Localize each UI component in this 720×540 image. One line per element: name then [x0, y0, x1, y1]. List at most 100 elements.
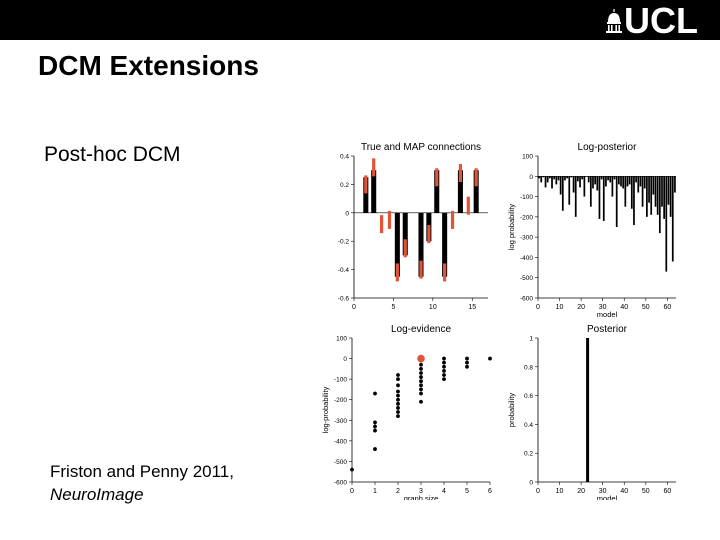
map-estimate-bar	[450, 210, 455, 229]
true-connection-bar	[418, 212, 424, 277]
log-evidence-point	[373, 447, 377, 451]
true-connection-bar	[363, 177, 369, 213]
log-posterior-bar	[596, 176, 599, 191]
log-posterior-bar	[570, 176, 573, 178]
log-evidence-point	[465, 364, 469, 369]
log-evidence-point	[442, 377, 446, 382]
logo-text: UCL	[624, 0, 698, 41]
posterior-title: Posterior	[587, 324, 628, 335]
log-posterior-title: Log-posterior	[578, 142, 638, 153]
map-estimate-bar	[419, 260, 423, 279]
log-posterior-y-tick-label: -500	[520, 275, 533, 282]
posterior-y-tick-label: 0.6	[524, 393, 533, 400]
log-evidence-point	[373, 424, 377, 429]
log-posterior-bar	[602, 176, 605, 221]
log-posterior-y-tick-label: -600	[520, 296, 533, 303]
log-posterior-bar	[546, 176, 549, 183]
true-connection-bar	[402, 212, 408, 256]
connections-y-tick-label: 0.2	[340, 182, 349, 189]
log-evidence-point	[442, 373, 446, 377]
log-evidence-point	[396, 414, 400, 419]
log-evidence-point	[442, 360, 446, 365]
log-posterior-bar	[667, 176, 670, 205]
log-posterior-bar	[613, 176, 616, 180]
map-estimate-bar	[364, 175, 368, 194]
log-posterior-bar	[628, 176, 631, 185]
citation: Friston and Penny 2011, NeuroImage	[50, 460, 234, 506]
log-evidence-point	[465, 360, 469, 365]
posterior-y-tick-label: 0	[529, 480, 533, 487]
log-posterior-bar	[561, 176, 564, 211]
posterior-x-tick-label: 60	[663, 488, 671, 495]
log-evidence-point	[419, 375, 423, 379]
slide-subtitle: Post-hoc DCM	[44, 143, 181, 166]
log-posterior-x-tick-label: 40	[620, 304, 628, 311]
map-estimate-bar	[387, 210, 392, 229]
log-posterior-bar	[600, 176, 603, 180]
log-posterior-bar	[650, 176, 653, 215]
posterior-y-tick-label: 1	[529, 336, 533, 343]
map-estimate-bar	[403, 239, 407, 258]
log-posterior-bar	[624, 176, 627, 207]
connections-y-tick-label: -0.4	[338, 267, 350, 274]
log-posterior-x-tick-label: 50	[642, 304, 650, 311]
log-posterior-y-tick-label: -100	[520, 194, 533, 201]
log-posterior-bar	[538, 176, 540, 179]
log-evidence-point	[396, 373, 400, 377]
log-posterior-bar	[587, 176, 590, 183]
log-evidence-x-label: graph size	[404, 494, 439, 500]
log-posterior-y-tick-label: 0	[529, 174, 533, 181]
connections-x-tick-label: 15	[468, 304, 476, 311]
log-evidence-point	[396, 410, 400, 414]
log-posterior-bar	[589, 176, 592, 207]
log-posterior-bar	[656, 176, 659, 215]
citation-authors: Friston and Penny 2011,	[50, 462, 234, 481]
log-posterior-bar	[564, 176, 566, 181]
log-evidence-point	[396, 397, 400, 402]
log-evidence-title: Log-evidence	[391, 324, 451, 335]
log-evidence-point	[373, 420, 377, 425]
log-evidence-y-label: log-probability	[321, 386, 330, 433]
portico-dome-icon	[606, 9, 622, 33]
posterior-x-label: model	[597, 494, 618, 500]
citation-journal: NeuroImage	[50, 485, 144, 504]
map-estimate-bar	[435, 168, 439, 187]
log-posterior-bar	[622, 176, 625, 189]
log-evidence-x-tick-label: 1	[373, 488, 377, 495]
log-posterior-bar	[607, 176, 609, 181]
log-posterior-bar	[553, 176, 556, 180]
log-posterior-bar	[652, 176, 655, 195]
log-posterior-bar	[641, 176, 644, 207]
slide-title: DCM Extensions	[38, 50, 259, 81]
posterior-x-tick-label: 40	[620, 488, 628, 495]
log-evidence-point	[419, 399, 423, 404]
connections-y-tick-label: 0	[345, 210, 349, 217]
log-evidence-point	[419, 371, 423, 375]
log-evidence-y-tick-label: -400	[334, 438, 347, 445]
log-posterior-bar	[579, 176, 581, 188]
log-evidence-point	[442, 364, 446, 369]
log-evidence-highlight-point	[417, 354, 425, 363]
log-posterior-bar	[643, 176, 646, 189]
posterior-x-tick-label: 0	[536, 488, 540, 495]
log-evidence-x-tick-label: 0	[350, 488, 354, 495]
log-posterior-x-tick-label: 0	[536, 304, 540, 311]
top-banner: UCL	[0, 0, 720, 40]
log-posterior-bar	[544, 176, 547, 188]
log-evidence-point	[373, 428, 377, 433]
log-evidence-point	[396, 401, 400, 406]
log-posterior-y-tick-label: -300	[520, 235, 533, 242]
map-estimate-bar	[474, 168, 478, 187]
connections-y-tick-label: -0.2	[338, 239, 350, 246]
log-evidence-point	[419, 362, 423, 367]
log-posterior-y-tick-label: -400	[520, 255, 533, 262]
log-evidence-point	[396, 406, 400, 410]
log-posterior-bar	[669, 176, 672, 217]
log-posterior-bar	[609, 176, 612, 183]
log-evidence-point	[396, 389, 400, 394]
map-estimate-bar	[372, 158, 376, 177]
log-posterior-bar	[615, 176, 618, 227]
posterior-x-tick-label: 30	[599, 488, 607, 495]
log-posterior-bar	[637, 176, 640, 193]
log-evidence-point	[373, 391, 377, 396]
